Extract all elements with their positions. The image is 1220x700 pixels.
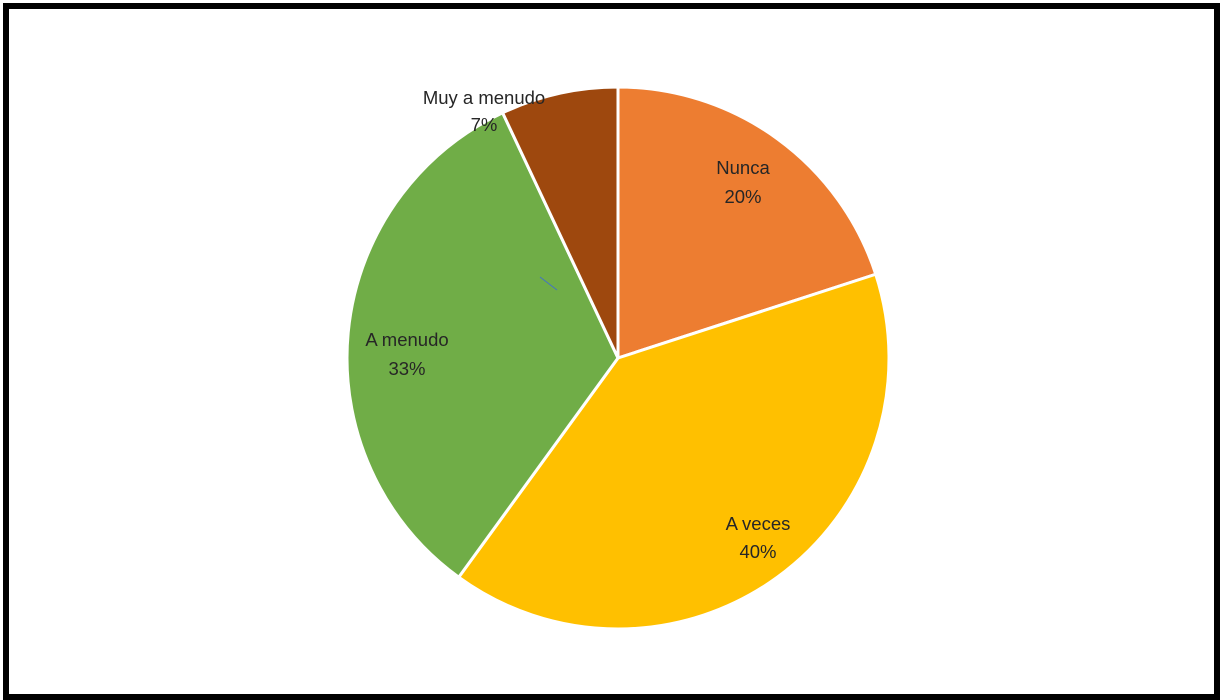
slice-percent-a-veces: 40% bbox=[739, 541, 776, 562]
pie-labels: Nunca 20% A veces 40% A menudo 33% Muy a… bbox=[365, 87, 790, 562]
pie-slice-muy-a-menudo bbox=[501, 85, 620, 360]
pie-slice-a-veces bbox=[457, 272, 891, 631]
pie-slice-nunca bbox=[616, 85, 878, 360]
pie-slice-a-menudo bbox=[345, 111, 620, 579]
slice-label-muy-a-menudo: Muy a menudo bbox=[423, 87, 545, 108]
slice-label-a-menudo: A menudo bbox=[365, 329, 448, 350]
leader-line bbox=[539, 276, 558, 291]
slice-percent-a-menudo: 33% bbox=[388, 358, 425, 379]
slice-percent-nunca: 20% bbox=[724, 186, 761, 207]
slice-label-a-veces: A veces bbox=[726, 513, 791, 534]
slice-percent-muy-a-menudo: 7% bbox=[471, 114, 498, 135]
pie-slices bbox=[345, 85, 891, 631]
slice-label-nunca: Nunca bbox=[716, 157, 770, 178]
